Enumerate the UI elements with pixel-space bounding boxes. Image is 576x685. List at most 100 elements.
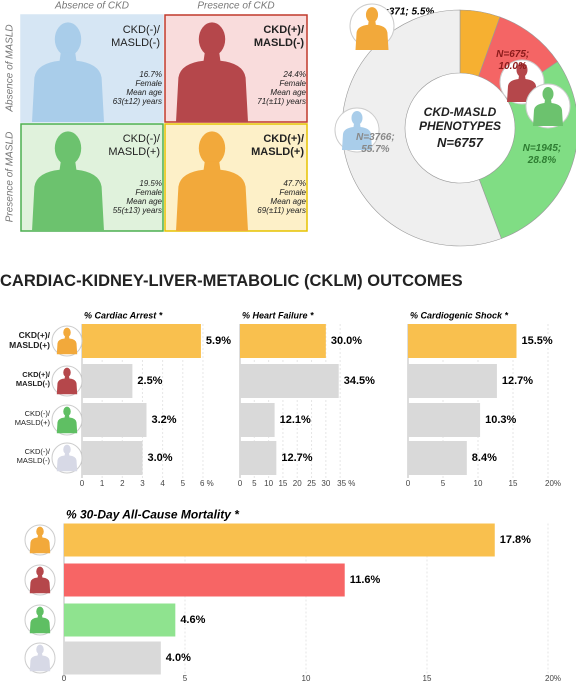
value-label: 8.4%	[472, 452, 497, 464]
x-tick-label: 0	[62, 674, 67, 683]
cell-stat: 69(±11) years	[257, 206, 306, 215]
head	[36, 566, 44, 577]
body	[29, 615, 51, 634]
x-tick-label: 25	[307, 479, 316, 488]
x-tick-label: 15	[423, 674, 432, 683]
person-icon	[176, 131, 248, 231]
value-label: 10.3%	[485, 414, 516, 426]
cell-label: CKD(-)/ MASLD(-)	[111, 24, 160, 49]
value-label: 17.8%	[500, 534, 531, 546]
category-label: CKD(+)/ MASLD(+)	[9, 330, 50, 350]
head	[54, 22, 82, 56]
x-tick-label: 30	[321, 479, 330, 488]
value-label: 34.5%	[344, 375, 375, 387]
value-label: 2.5%	[137, 375, 162, 387]
head	[63, 444, 71, 455]
value-label: 15.5%	[522, 335, 553, 347]
cell-label: CKD(+)/ MASLD(-)	[253, 24, 304, 49]
head	[36, 526, 44, 537]
pie-label: N=675; 10.0%	[496, 49, 530, 72]
head	[516, 63, 528, 77]
x-tick-label: 10	[302, 674, 311, 683]
chart-title: % Cardiac Arrest *	[84, 310, 163, 320]
chart-title: % Cardiogenic Shock *	[410, 310, 509, 320]
cell-stat: 63(±12) years	[112, 97, 162, 106]
bar	[64, 563, 345, 597]
cell-stat: Female	[135, 79, 162, 88]
x-tick-label: 20	[293, 479, 302, 488]
body	[32, 52, 104, 122]
x-tick-label: 20%	[545, 674, 561, 683]
value-label: 30.0%	[331, 335, 362, 347]
pie-label: N=1945; 28.8%	[522, 143, 562, 166]
x-tick-label: 20%	[545, 479, 561, 488]
bar	[408, 403, 481, 437]
x-tick-label: 0	[238, 479, 243, 488]
cell-stat: Female	[135, 188, 162, 197]
chart-title: % Heart Failure *	[242, 310, 314, 320]
column-header: Presence of CKD	[197, 1, 274, 12]
cell-label: CKD(+)/ MASLD(+)	[251, 133, 304, 158]
cell-stat: Mean age	[126, 88, 162, 97]
head	[63, 406, 71, 417]
bar	[408, 364, 497, 398]
person-icon	[342, 111, 372, 150]
value-label: 4.0%	[166, 652, 191, 664]
cell-label: CKD(-)/ MASLD(+)	[108, 133, 160, 158]
value-label: 12.7%	[281, 452, 312, 464]
head	[36, 606, 44, 617]
value-label: 3.0%	[147, 452, 172, 464]
person-icon	[56, 327, 78, 355]
person-icon	[355, 7, 389, 50]
x-tick-label: 10	[474, 479, 483, 488]
x-tick-label: 5	[183, 674, 188, 683]
x-tick-label: 2	[120, 479, 125, 488]
bar	[82, 364, 133, 398]
body	[29, 653, 51, 672]
cell-stat: 24.4%	[283, 70, 306, 79]
body	[56, 415, 78, 434]
person-icon	[176, 22, 248, 122]
person-icon	[32, 131, 104, 231]
bar	[82, 441, 143, 475]
value-label: 3.2%	[152, 414, 177, 426]
cell-stat: Female	[279, 79, 306, 88]
pie-slice	[341, 9, 502, 247]
head	[63, 327, 71, 338]
cell-stat: 55(±13) years	[112, 206, 162, 215]
x-tick-label: 1	[100, 479, 105, 488]
body	[29, 535, 51, 554]
x-tick-label: 5	[181, 479, 186, 488]
body	[342, 123, 372, 150]
bar	[64, 641, 161, 675]
person-icon	[29, 644, 51, 672]
value-label: 12.7%	[502, 375, 533, 387]
body	[32, 161, 104, 231]
x-tick-label: 0	[80, 479, 85, 488]
head	[542, 87, 554, 101]
category-label: CKD(-)/ MASLD(-)	[16, 447, 50, 465]
body	[176, 161, 248, 231]
head	[36, 644, 44, 655]
x-tick-label: 35 %	[337, 479, 355, 488]
cell-stat: 19.5%	[139, 179, 162, 188]
pie-label: N=3766; 55.7%	[356, 132, 395, 155]
person-icon	[56, 406, 78, 434]
person-icon	[32, 22, 104, 122]
body	[56, 376, 78, 395]
row-header: Absence of MASLD	[5, 24, 16, 112]
bar	[240, 364, 339, 398]
row-header: Presence of MASLD	[5, 132, 16, 223]
value-label: 5.9%	[206, 335, 231, 347]
bar	[240, 441, 277, 475]
person-icon	[56, 444, 78, 472]
bar	[64, 603, 176, 637]
bar	[64, 523, 495, 557]
value-label: 12.1%	[280, 414, 311, 426]
cell-stat: 16.7%	[139, 70, 162, 79]
value-label: 4.6%	[180, 614, 205, 626]
bar	[82, 403, 147, 437]
category-label: CKD(-)/ MASLD(+)	[14, 409, 50, 427]
